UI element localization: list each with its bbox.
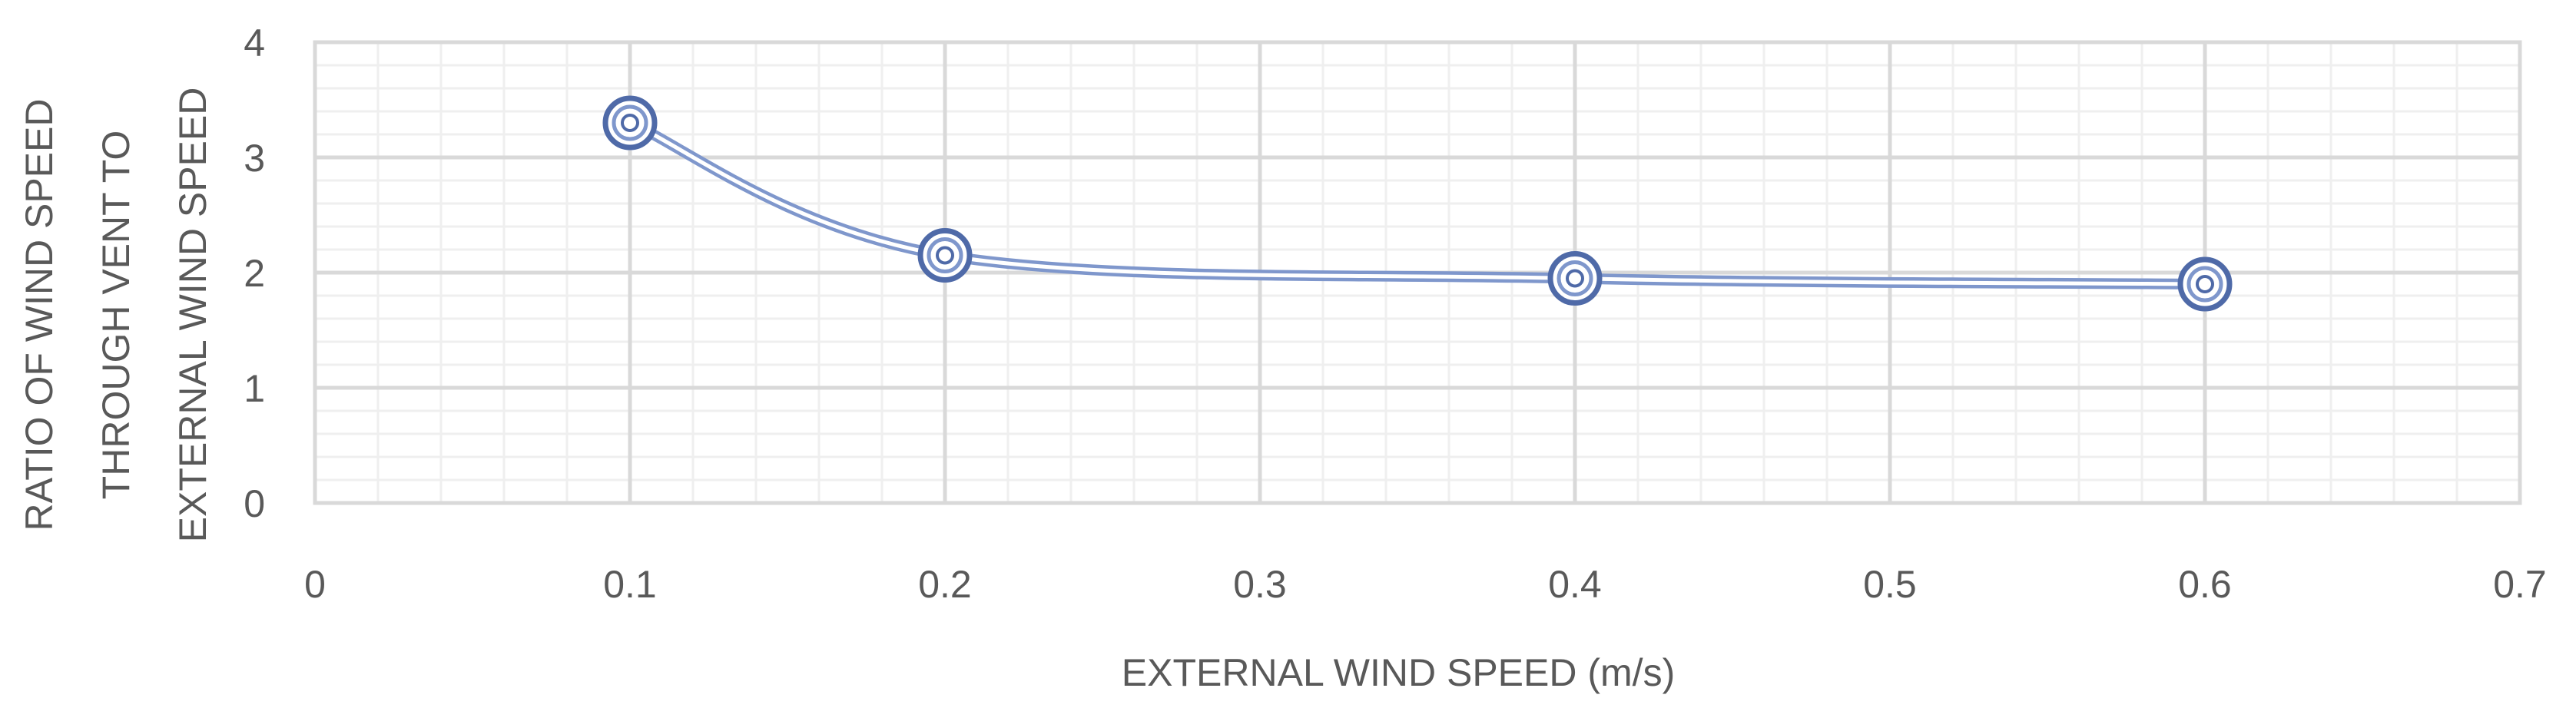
- series-line-inner: [628, 121, 2207, 286]
- x-axis-tick-labels: 0 0.1 0.2 0.3 0.4 0.5 0.6 0.7: [304, 563, 2547, 606]
- x-axis-title: EXTERNAL WIND SPEED (m/s): [1122, 651, 1675, 694]
- x-tick-label: 0.4: [1548, 563, 1602, 606]
- data-markers: [602, 95, 2233, 312]
- y-axis-title: RATIO OF WIND SPEED THROUGH VENT TO EXTE…: [18, 88, 214, 543]
- x-tick-label: 0.3: [1233, 563, 1287, 606]
- y-tick-label: 0: [244, 482, 265, 525]
- series-line: [625, 117, 2210, 289]
- y-axis-title-line-3: EXTERNAL WIND SPEED: [171, 88, 214, 543]
- y-tick-label: 3: [244, 137, 265, 180]
- y-axis-title-line-2: THROUGH VENT TO: [94, 131, 138, 500]
- data-point-inner-ring: [936, 246, 954, 265]
- y-tick-label: 1: [244, 367, 265, 410]
- x-tick-label: 0.7: [2493, 563, 2547, 606]
- plot-border: [313, 40, 2522, 505]
- x-tick-label: 0.2: [918, 563, 972, 606]
- y-tick-label: 4: [244, 22, 265, 65]
- y-axis-title-line-1: RATIO OF WIND SPEED: [18, 99, 61, 531]
- data-point-inner-ring: [621, 114, 639, 132]
- data-point: [917, 228, 973, 283]
- y-axis-tick-labels: 0 1 2 3 4: [244, 22, 265, 525]
- data-point: [1547, 251, 1603, 306]
- x-tick-label: 0.6: [2178, 563, 2232, 606]
- x-tick-label: 0.5: [1863, 563, 1917, 606]
- x-tick-label: 0.1: [603, 563, 657, 606]
- data-point-inner-ring: [1566, 269, 1584, 288]
- plot-area-border: [313, 40, 2522, 505]
- y-tick-label: 2: [244, 252, 265, 295]
- data-point: [602, 95, 658, 151]
- x-tick-label: 0: [304, 563, 326, 606]
- data-point: [2177, 256, 2233, 312]
- data-point-inner-ring: [2196, 275, 2214, 293]
